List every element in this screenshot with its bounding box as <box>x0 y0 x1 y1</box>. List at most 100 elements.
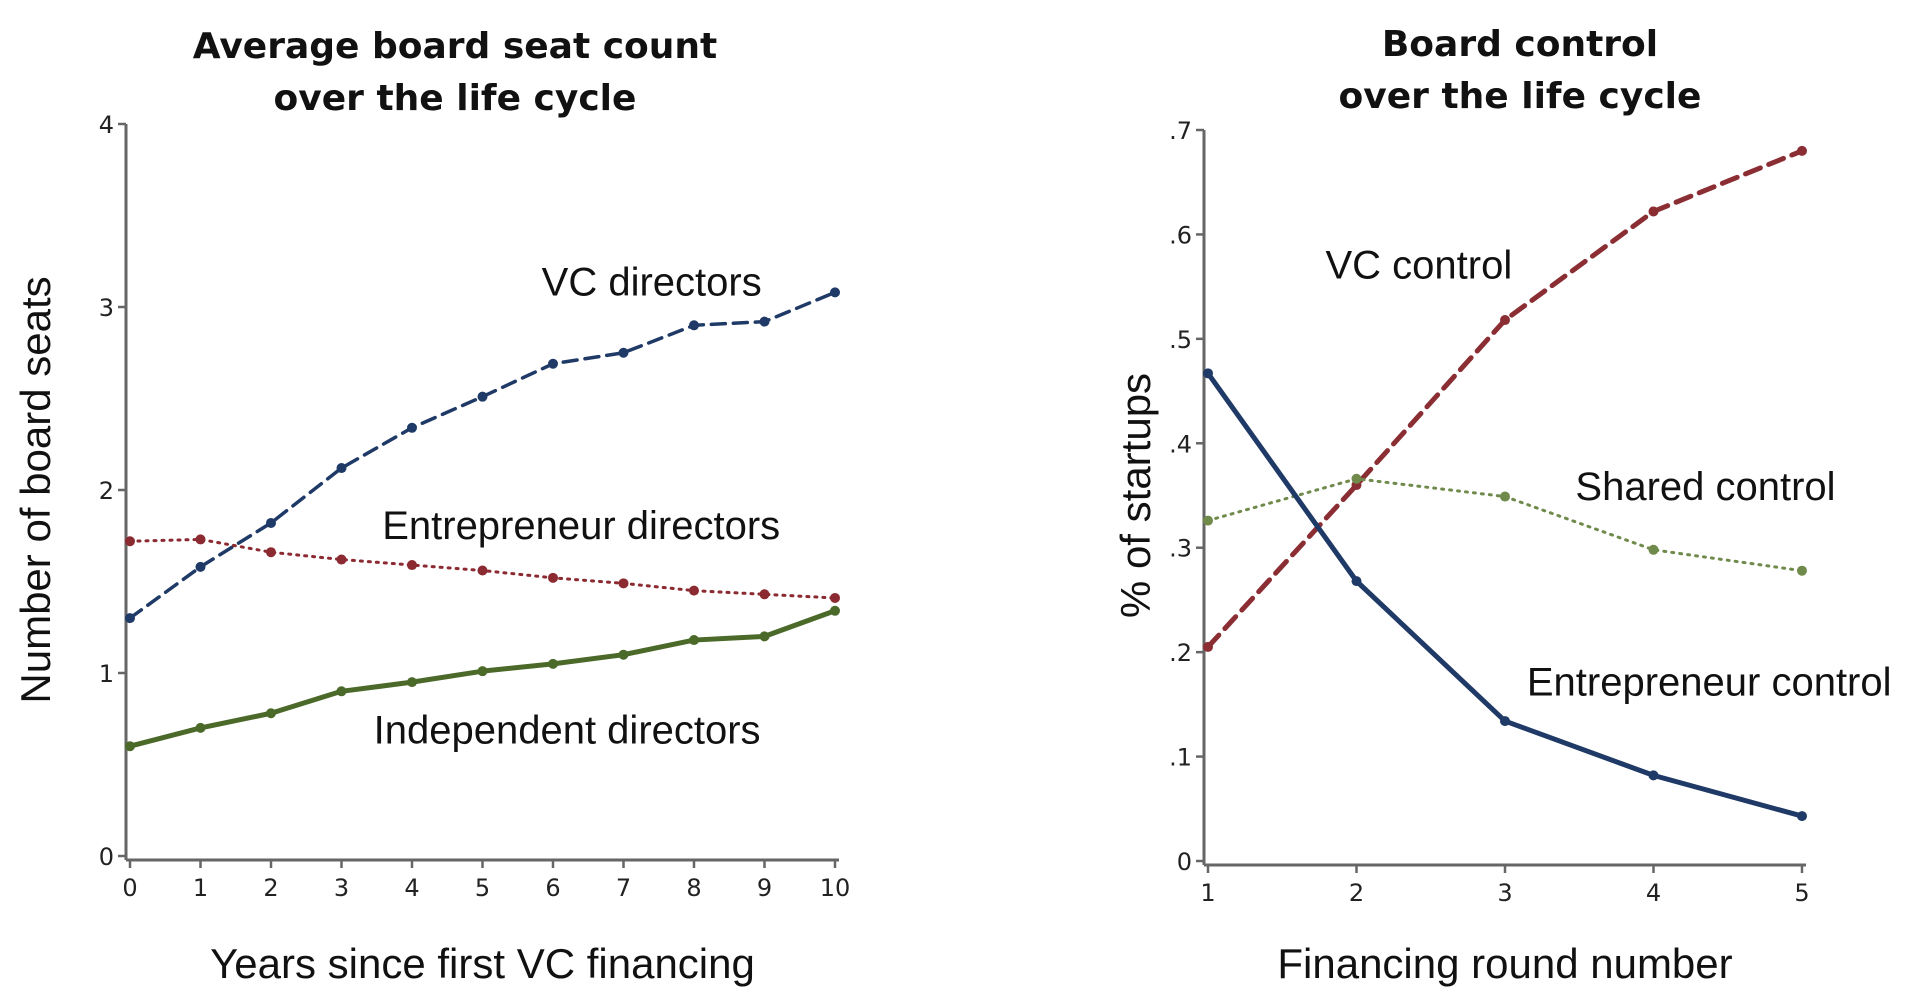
y-tick-label: .1 <box>1169 744 1192 772</box>
y-tick-label: .2 <box>1169 639 1192 667</box>
x-tick-label: 6 <box>545 874 560 902</box>
data-point <box>830 287 840 298</box>
x-tick-label: 8 <box>686 874 701 902</box>
data-point <box>266 517 276 528</box>
data-point <box>125 741 135 752</box>
y-tick-label: .3 <box>1169 535 1192 563</box>
data-point <box>618 347 629 358</box>
data-point <box>407 422 417 433</box>
chart-title-line: over the life cycle <box>1339 76 1702 117</box>
series-label: Independent directors <box>374 709 761 753</box>
y-tick-label: .5 <box>1169 326 1192 354</box>
data-point <box>1203 641 1213 652</box>
chart-title-line: over the life cycle <box>274 78 637 119</box>
data-point <box>407 560 417 571</box>
x-tick-label: 5 <box>475 874 490 902</box>
data-point <box>1797 145 1807 156</box>
x-tick-label: 10 <box>820 874 851 902</box>
data-point <box>1648 544 1659 555</box>
y-tick-label: 1 <box>99 660 114 688</box>
y-axis-label: Number of board seats <box>12 276 59 703</box>
data-point <box>830 592 840 603</box>
x-tick-label: 0 <box>122 874 137 902</box>
data-point <box>336 554 347 565</box>
data-point <box>689 635 699 646</box>
series-vc-control: VC control <box>1203 145 1807 652</box>
data-point <box>1203 368 1213 379</box>
data-point <box>125 536 135 547</box>
data-point <box>1797 811 1807 822</box>
data-point <box>618 649 629 660</box>
y-tick-label: 0 <box>99 843 114 871</box>
chart-title-line: Board control <box>1382 24 1658 65</box>
data-point <box>1500 716 1510 727</box>
series-entrepreneur-control: Entrepreneur control <box>1203 368 1892 822</box>
data-point <box>336 686 347 697</box>
x-tick-label: 3 <box>334 874 349 902</box>
data-point <box>477 391 488 402</box>
data-point <box>266 708 276 719</box>
data-point <box>759 631 770 642</box>
data-point <box>1648 770 1659 781</box>
y-tick-label: .4 <box>1169 430 1192 458</box>
data-point <box>407 677 417 688</box>
data-point <box>759 316 770 327</box>
series-line <box>1205 370 1805 819</box>
series-label: VC control <box>1325 244 1512 288</box>
data-point <box>1500 315 1510 326</box>
data-point <box>618 578 629 589</box>
series-label: Shared control <box>1575 465 1835 509</box>
data-point <box>477 565 488 576</box>
data-point <box>1797 565 1807 576</box>
data-point <box>548 658 558 669</box>
chart-1: Average board seat count over the life cy… <box>12 26 850 987</box>
series-shared-control: Shared control <box>1203 465 1836 576</box>
x-tick-label: 7 <box>616 874 631 902</box>
chart-title-line: Average board seat count <box>193 26 718 67</box>
data-point <box>477 666 488 677</box>
data-point <box>195 722 206 733</box>
series-entrepreneur-directors: Entrepreneur directors <box>125 504 840 603</box>
y-tick-label: 0 <box>1177 848 1192 876</box>
y-tick-label: .7 <box>1169 117 1192 145</box>
y-axis-label: % of startups <box>1112 373 1159 618</box>
data-point <box>689 585 699 596</box>
x-axis-label: Years since first VC financing <box>210 940 755 987</box>
series-independent-directors: Independent directors <box>125 605 840 753</box>
x-tick-label: 4 <box>1646 879 1661 907</box>
series-label: VC directors <box>542 260 762 304</box>
data-point <box>195 561 206 572</box>
data-point <box>548 358 558 369</box>
x-tick-label: 9 <box>757 874 772 902</box>
series-label: Entrepreneur control <box>1527 660 1892 704</box>
x-tick-label: 5 <box>1794 879 1809 907</box>
x-tick-label: 2 <box>263 874 278 902</box>
data-point <box>1351 576 1362 587</box>
series-line <box>1205 148 1805 650</box>
data-point <box>1648 206 1659 217</box>
data-point <box>830 605 840 616</box>
data-point <box>195 534 206 545</box>
series-label: Entrepreneur directors <box>382 504 780 548</box>
y-tick-label: .6 <box>1169 221 1192 249</box>
y-tick-label: 4 <box>99 111 114 139</box>
data-point <box>759 589 770 600</box>
y-tick-label: 3 <box>99 294 114 322</box>
data-point <box>1500 491 1510 502</box>
data-point <box>689 320 699 331</box>
chart-2: Board control over the life cycle 0 .1 .2 .3.… <box>1112 24 1892 987</box>
data-point <box>336 463 347 474</box>
x-tick-label: 3 <box>1497 879 1512 907</box>
data-point <box>548 572 558 583</box>
y-tick-label: 2 <box>99 477 114 505</box>
data-point <box>125 613 135 624</box>
data-point <box>1203 515 1213 526</box>
x-tick-label: 1 <box>193 874 208 902</box>
x-tick-label: 4 <box>404 874 419 902</box>
data-point <box>1351 473 1362 484</box>
series-vc-directors: VC directors <box>125 260 840 624</box>
x-tick-label: 2 <box>1349 879 1364 907</box>
x-tick-label: 1 <box>1200 879 1215 907</box>
x-axis-label: Financing round number <box>1277 940 1732 987</box>
